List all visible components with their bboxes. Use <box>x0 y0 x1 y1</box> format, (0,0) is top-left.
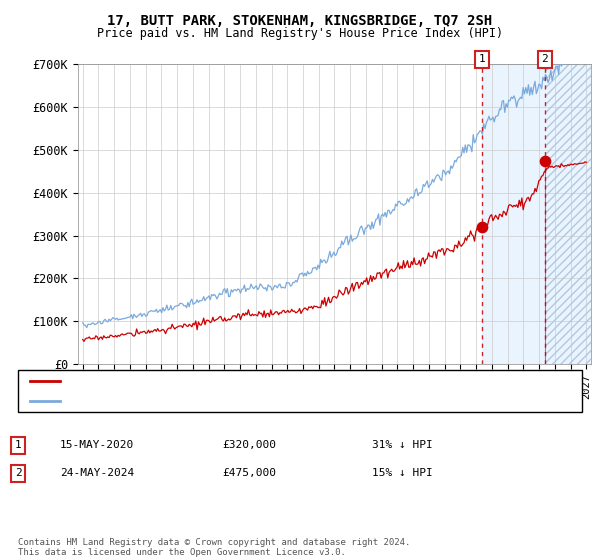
Text: £475,000: £475,000 <box>222 468 276 478</box>
Text: HPI: Average price, detached house, South Hams: HPI: Average price, detached house, Sout… <box>66 396 336 406</box>
Point <box>477 222 487 231</box>
Text: 1: 1 <box>479 54 485 64</box>
Point <box>540 156 550 165</box>
Text: 2: 2 <box>542 54 548 64</box>
Bar <box>545 22 600 364</box>
Text: 17, BUTT PARK, STOKENHAM, KINGSBRIDGE, TQ7 2SH (detached house): 17, BUTT PARK, STOKENHAM, KINGSBRIDGE, T… <box>66 376 436 386</box>
Bar <box>482 64 600 364</box>
Text: £320,000: £320,000 <box>222 440 276 450</box>
Text: 1: 1 <box>14 440 22 450</box>
Text: 15-MAY-2020: 15-MAY-2020 <box>60 440 134 450</box>
Text: 17, BUTT PARK, STOKENHAM, KINGSBRIDGE, TQ7 2SH: 17, BUTT PARK, STOKENHAM, KINGSBRIDGE, T… <box>107 14 493 28</box>
Text: Contains HM Land Registry data © Crown copyright and database right 2024.
This d: Contains HM Land Registry data © Crown c… <box>18 538 410 557</box>
Text: 15% ↓ HPI: 15% ↓ HPI <box>372 468 433 478</box>
Text: Price paid vs. HM Land Registry's House Price Index (HPI): Price paid vs. HM Land Registry's House … <box>97 27 503 40</box>
Text: 24-MAY-2024: 24-MAY-2024 <box>60 468 134 478</box>
Text: 2: 2 <box>14 468 22 478</box>
Text: 31% ↓ HPI: 31% ↓ HPI <box>372 440 433 450</box>
